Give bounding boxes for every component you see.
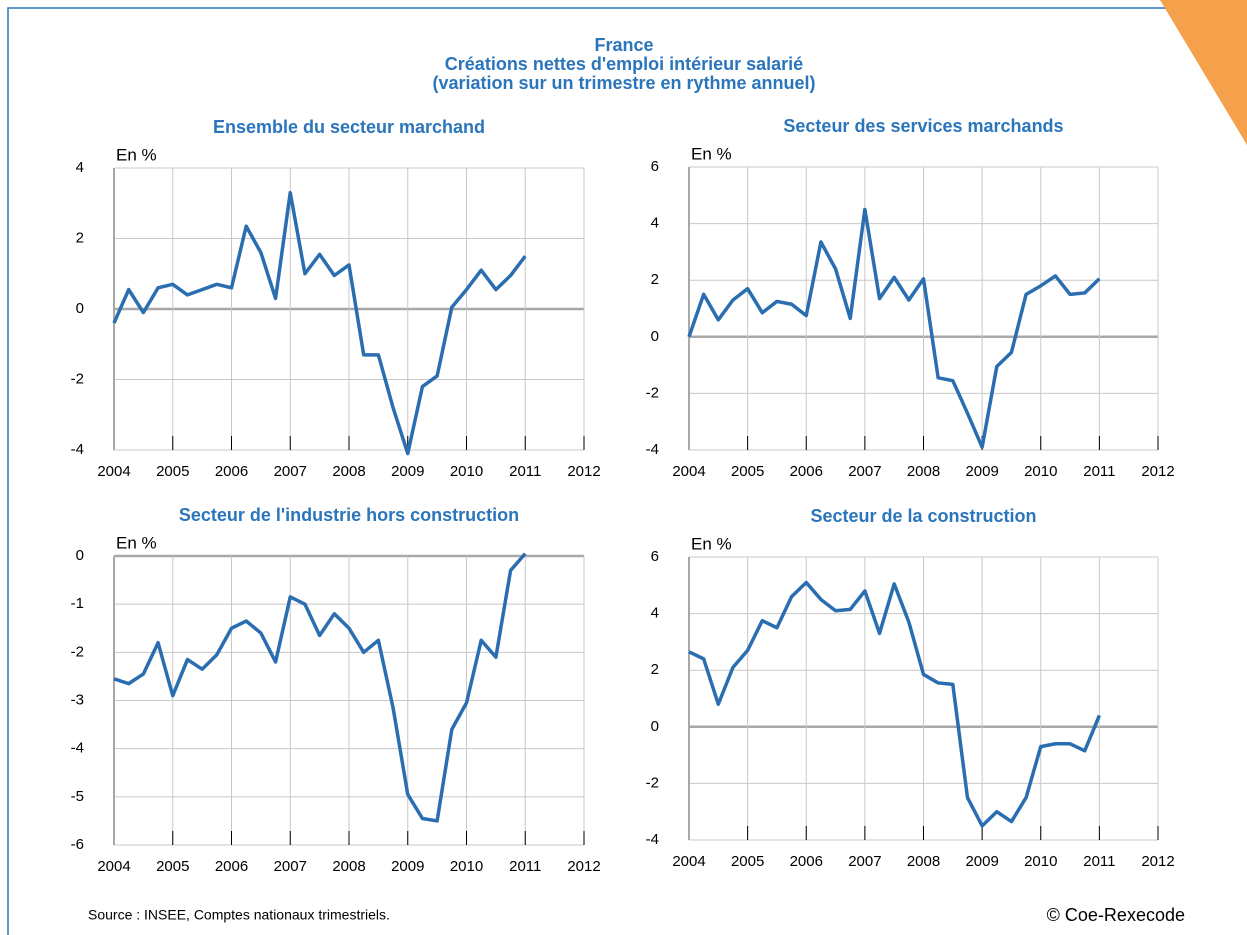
header-line: France (594, 35, 653, 55)
y-tick-label: -2 (71, 370, 84, 387)
y-tick-label: -4 (646, 831, 659, 848)
y-tick-label: 6 (651, 158, 659, 175)
header-line: Créations nettes d'emploi intérieur sala… (445, 54, 803, 74)
x-tick-label: 2006 (215, 858, 248, 875)
x-tick-label: 2009 (965, 853, 998, 870)
chart-title: Secteur de la construction (810, 506, 1036, 526)
y-tick-label: 4 (651, 215, 659, 232)
x-tick-label: 2011 (509, 463, 541, 480)
data-line (112, 190, 527, 456)
x-tick-label: 2012 (567, 463, 600, 480)
x-tick-label: 2004 (672, 853, 705, 870)
data-line (688, 580, 1101, 828)
y-tick-label: 6 (651, 548, 659, 565)
y-tick-label: 4 (651, 605, 659, 622)
y-tick-label: -4 (71, 441, 84, 458)
x-tick-label: 2009 (391, 858, 424, 875)
y-tick-label: 0 (76, 547, 84, 564)
y-tick-label: -3 (71, 691, 84, 708)
x-tick-label: 2010 (450, 463, 483, 480)
x-tick-label: 2010 (1024, 853, 1057, 870)
chart-title: Secteur des services marchands (783, 116, 1063, 136)
x-tick-label: 2007 (274, 858, 307, 875)
x-tick-label: 2010 (450, 858, 483, 875)
chart-title: Secteur de l'industrie hors construction (179, 505, 519, 525)
x-tick-label: 2004 (97, 463, 130, 480)
x-tick-label: 2012 (1141, 853, 1174, 870)
y-tick-label: -2 (646, 774, 659, 791)
x-tick-label: 2011 (1083, 463, 1115, 480)
y-axis-label: En % (691, 534, 732, 553)
source: Source : INSEE, Comptes nationaux trimes… (88, 907, 390, 923)
y-tick-label: -6 (71, 836, 84, 853)
x-tick-label: 2009 (965, 463, 998, 480)
page-frame (7, 7, 1247, 935)
x-tick-label: 2005 (156, 463, 189, 480)
x-tick-label: 2008 (907, 463, 940, 480)
x-tick-label: 2006 (790, 853, 823, 870)
x-tick-label: 2005 (156, 858, 189, 875)
y-tick-label: -2 (71, 643, 84, 660)
x-tick-label: 2007 (274, 463, 307, 480)
y-tick-label: -5 (71, 788, 84, 805)
y-tick-label: -4 (646, 441, 659, 458)
x-tick-label: 2012 (1141, 463, 1174, 480)
x-tick-label: 2007 (848, 853, 881, 870)
y-axis-label: En % (116, 145, 157, 164)
copyright: © Coe-Rexecode (1047, 905, 1185, 925)
x-tick-label: 2008 (907, 853, 940, 870)
x-tick-label: 2008 (332, 463, 365, 480)
x-tick-label: 2005 (731, 853, 764, 870)
x-tick-label: 2008 (332, 858, 365, 875)
x-tick-label: 2005 (731, 463, 764, 480)
y-tick-label: -2 (646, 384, 659, 401)
x-tick-label: 2009 (391, 463, 424, 480)
y-tick-label: 4 (76, 159, 84, 176)
y-tick-label: 0 (76, 300, 84, 317)
y-tick-label: 0 (651, 718, 659, 735)
y-tick-label: 2 (651, 661, 659, 678)
x-tick-label: 2007 (848, 463, 881, 480)
corner-decoration (1160, 0, 1247, 145)
y-tick-label: -1 (71, 595, 84, 612)
data-line (687, 207, 1101, 449)
chart-title: Ensemble du secteur marchand (213, 117, 485, 137)
y-tick-label: 2 (651, 271, 659, 288)
x-tick-label: 2011 (509, 858, 541, 875)
y-axis-label: En % (116, 533, 157, 552)
y-tick-label: -4 (71, 740, 84, 757)
y-tick-label: 2 (76, 229, 84, 246)
x-tick-label: 2006 (790, 463, 823, 480)
y-tick-label: 0 (651, 328, 659, 345)
x-tick-label: 2012 (567, 858, 600, 875)
y-axis-label: En % (691, 144, 732, 163)
header-line: (variation sur un trimestre en rythme an… (432, 73, 815, 93)
x-tick-label: 2004 (672, 463, 705, 480)
x-tick-label: 2010 (1024, 463, 1057, 480)
x-tick-label: 2004 (97, 858, 130, 875)
x-tick-label: 2006 (215, 463, 248, 480)
x-tick-label: 2011 (1083, 853, 1115, 870)
data-line (113, 552, 527, 823)
